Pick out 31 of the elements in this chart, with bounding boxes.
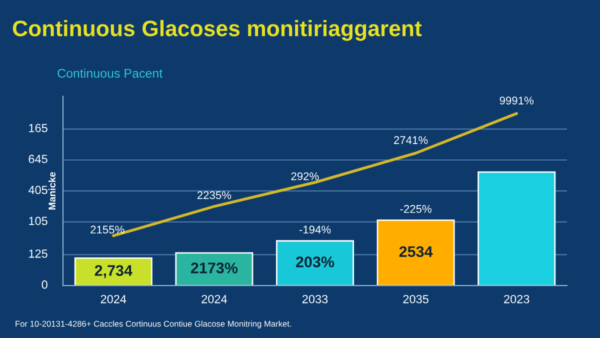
y-axis-title: Manicke — [48, 172, 56, 210]
annotation: 2235% — [197, 191, 232, 200]
annotation: 203% — [296, 256, 334, 268]
text: 125 — [29, 249, 48, 258]
bar — [478, 171, 556, 286]
annotation: -225% — [400, 205, 432, 213]
text: 645 — [28, 154, 48, 164]
annotation: 292% — [291, 172, 319, 180]
x-tick-label: 2024 — [202, 294, 227, 304]
x-tick-label: 2024 — [100, 294, 126, 304]
annotation: 2173% — [190, 262, 238, 274]
text: For 10-20131-4286+ Caccles Cortinuus Contiue Glacose Monitring Market. — [16, 320, 291, 328]
annotation: -194% — [299, 226, 331, 234]
text: 165 — [29, 124, 48, 132]
x-tick-label: 2023 — [504, 294, 530, 304]
bar — [376, 220, 455, 286]
x-tick-label: 2035 — [403, 294, 428, 304]
chart-subtitle: Continuous Pacent — [58, 68, 163, 78]
text: 0 — [42, 280, 48, 289]
text: 405 — [28, 186, 48, 194]
annotation: 2741% — [394, 136, 428, 144]
x-tick-label: 2033 — [302, 294, 328, 304]
bar — [276, 240, 354, 286]
annotation: 2,734 — [94, 265, 132, 278]
annotation: 2155% — [90, 226, 124, 234]
text: 105 — [29, 216, 48, 226]
text: 9991% — [500, 96, 534, 104]
bar — [175, 252, 254, 286]
chart-title: Continuous Glacoses monitiriaggarent — [12, 20, 422, 41]
annotation: 2534 — [399, 246, 433, 258]
bar — [74, 257, 152, 286]
